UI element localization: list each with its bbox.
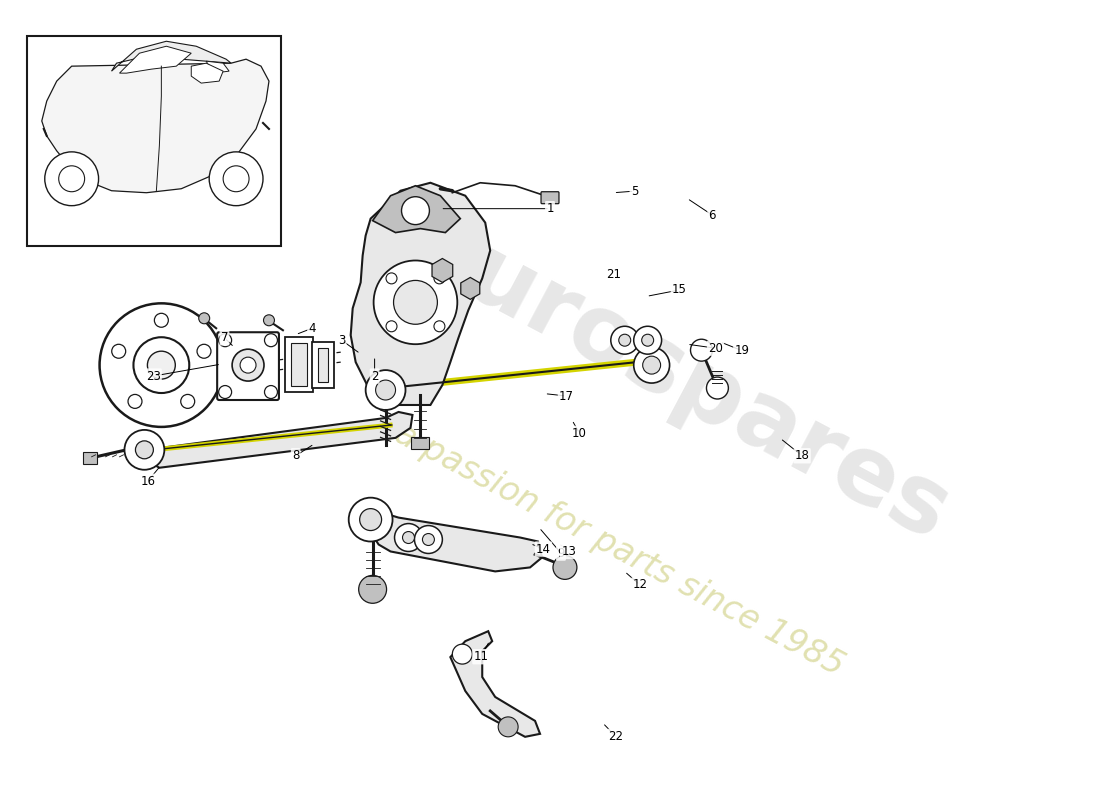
Circle shape <box>135 441 153 458</box>
Circle shape <box>642 356 661 374</box>
Text: 11: 11 <box>473 650 488 663</box>
FancyBboxPatch shape <box>26 36 280 246</box>
Circle shape <box>402 197 429 225</box>
Text: 19: 19 <box>735 344 749 357</box>
Polygon shape <box>111 42 231 71</box>
Circle shape <box>128 394 142 408</box>
Circle shape <box>610 326 639 354</box>
Circle shape <box>180 394 195 408</box>
Circle shape <box>619 334 630 346</box>
Circle shape <box>154 314 168 327</box>
Circle shape <box>58 166 85 192</box>
FancyBboxPatch shape <box>217 332 279 400</box>
Text: 4: 4 <box>308 322 316 334</box>
FancyBboxPatch shape <box>290 343 307 386</box>
Polygon shape <box>450 631 540 737</box>
Circle shape <box>264 386 277 398</box>
Circle shape <box>112 344 125 358</box>
Text: eurospares: eurospares <box>394 199 965 561</box>
Circle shape <box>375 380 396 400</box>
Circle shape <box>641 334 653 346</box>
FancyBboxPatch shape <box>311 342 333 388</box>
Circle shape <box>395 523 422 551</box>
Circle shape <box>553 555 576 579</box>
Circle shape <box>403 531 415 543</box>
Circle shape <box>360 509 382 530</box>
Text: 18: 18 <box>794 450 810 462</box>
Text: 8: 8 <box>292 450 299 462</box>
Text: 5: 5 <box>630 185 638 198</box>
Text: 21: 21 <box>606 267 621 281</box>
Circle shape <box>386 321 397 332</box>
Circle shape <box>433 321 444 332</box>
Circle shape <box>264 314 275 326</box>
Circle shape <box>498 717 518 737</box>
Polygon shape <box>191 63 223 83</box>
Text: 6: 6 <box>708 209 716 222</box>
Circle shape <box>219 386 232 398</box>
Polygon shape <box>365 512 542 571</box>
Text: 16: 16 <box>140 475 155 488</box>
Circle shape <box>223 166 249 192</box>
Circle shape <box>374 261 458 344</box>
Text: 9: 9 <box>558 546 564 559</box>
Circle shape <box>452 644 472 664</box>
FancyBboxPatch shape <box>318 348 328 382</box>
Circle shape <box>706 377 728 399</box>
Polygon shape <box>120 46 191 73</box>
Circle shape <box>133 338 189 393</box>
Text: 7: 7 <box>221 331 228 344</box>
Circle shape <box>147 351 175 379</box>
Text: 14: 14 <box>536 542 551 555</box>
Text: 17: 17 <box>559 390 574 402</box>
Circle shape <box>359 575 386 603</box>
Circle shape <box>209 152 263 206</box>
Text: 3: 3 <box>338 334 345 346</box>
Circle shape <box>422 534 435 546</box>
Polygon shape <box>140 412 412 468</box>
Text: 2: 2 <box>371 370 378 382</box>
FancyBboxPatch shape <box>411 437 429 449</box>
Circle shape <box>634 347 670 383</box>
Text: 10: 10 <box>572 427 587 440</box>
Text: a passion for parts since 1985: a passion for parts since 1985 <box>389 417 850 682</box>
Circle shape <box>415 526 442 554</box>
FancyBboxPatch shape <box>541 192 559 204</box>
Circle shape <box>394 281 438 324</box>
Circle shape <box>691 339 713 361</box>
Text: 15: 15 <box>672 283 686 297</box>
Text: 1: 1 <box>547 202 553 215</box>
Polygon shape <box>206 61 229 73</box>
Polygon shape <box>351 182 491 405</box>
Circle shape <box>124 430 164 470</box>
Circle shape <box>365 370 406 410</box>
Circle shape <box>634 326 661 354</box>
Circle shape <box>386 273 397 284</box>
FancyBboxPatch shape <box>82 452 97 464</box>
Circle shape <box>100 303 223 427</box>
Polygon shape <box>42 59 270 193</box>
Text: 22: 22 <box>608 730 624 743</box>
Circle shape <box>349 498 393 542</box>
Circle shape <box>197 344 211 358</box>
FancyBboxPatch shape <box>285 338 312 392</box>
Circle shape <box>433 273 444 284</box>
Circle shape <box>264 334 277 346</box>
Text: 13: 13 <box>561 545 576 558</box>
Text: 12: 12 <box>632 578 648 591</box>
Circle shape <box>240 357 256 373</box>
Circle shape <box>199 313 210 324</box>
Circle shape <box>219 334 232 346</box>
Text: 20: 20 <box>708 342 723 354</box>
Text: 23: 23 <box>145 370 161 382</box>
Circle shape <box>45 152 99 206</box>
Circle shape <box>232 349 264 381</box>
Polygon shape <box>373 186 460 233</box>
